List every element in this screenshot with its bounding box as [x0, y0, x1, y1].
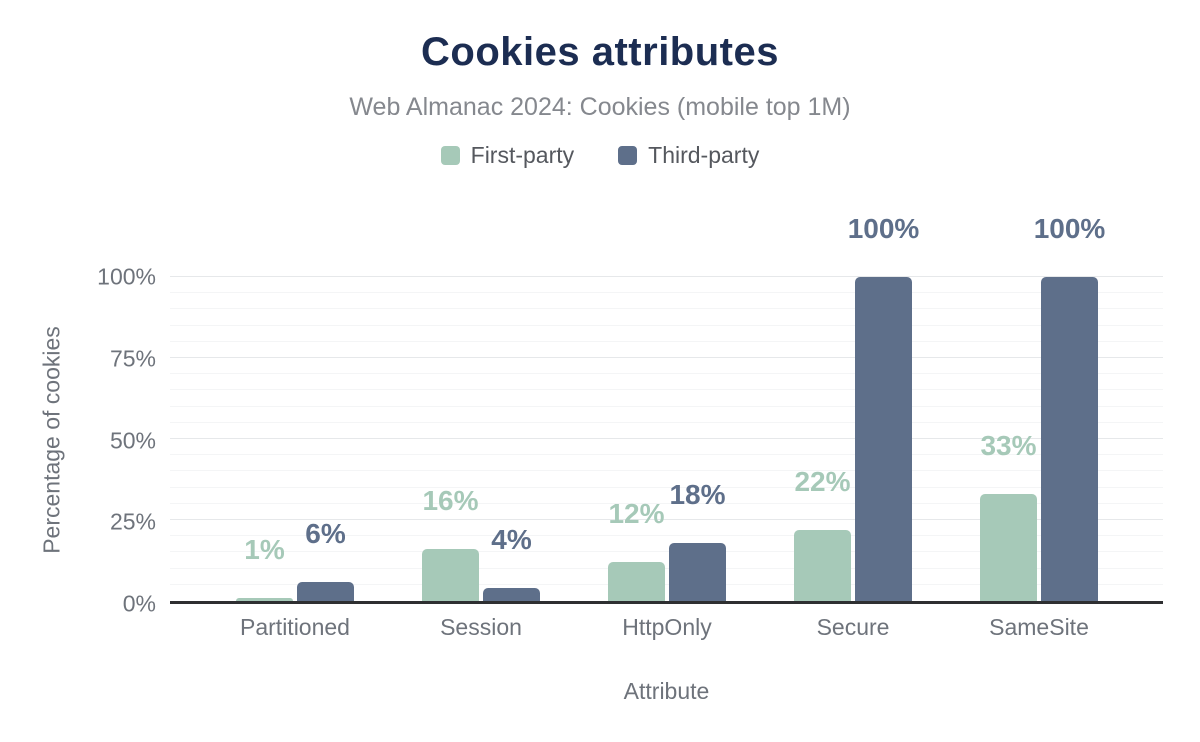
gridline — [170, 502, 1163, 504]
x-category-secure: Secure — [816, 614, 890, 640]
bar-first-party-partitioned[interactable] — [236, 597, 293, 601]
bar-wrap-first-party-session: 16% — [422, 487, 479, 601]
bar-wrap-first-party-samesite: 33% — [980, 432, 1037, 601]
gridline — [170, 454, 1163, 456]
value-label-third-party-httponly: 18% — [669, 478, 726, 510]
legend-label-third-party: Third-party — [648, 142, 760, 168]
value-label-first-party-secure: 22% — [794, 465, 851, 497]
bar-first-party-samesite[interactable] — [980, 494, 1037, 601]
bar-wrap-third-party-session: 4% — [483, 526, 540, 601]
value-label-third-party-secure: 100% — [847, 213, 920, 244]
gridline — [170, 438, 1163, 439]
value-label-first-party-session: 16% — [422, 485, 479, 517]
y-tick-50: 50% — [109, 427, 156, 453]
gridline — [170, 276, 1163, 277]
bar-first-party-httponly[interactable] — [608, 562, 665, 601]
gridline — [170, 421, 1163, 423]
x-category-partitioned: Partitioned — [240, 614, 350, 640]
bar-group-httponly: 12% 18% — [574, 277, 760, 601]
gridline — [170, 535, 1163, 537]
chart-title: Cookies attributes — [421, 30, 779, 74]
bar-third-party-samesite[interactable] — [1041, 277, 1098, 601]
gridline — [170, 357, 1163, 358]
bar-wrap-first-party-secure: 22% — [794, 467, 851, 601]
legend: First-party Third-party — [0, 142, 1200, 169]
bar-group-secure: 22% 100% — [760, 215, 946, 601]
gridline — [170, 486, 1163, 488]
gridline — [170, 373, 1163, 375]
y-tick-25: 25% — [109, 508, 156, 535]
bar-wrap-third-party-partitioned: 6% — [297, 519, 354, 601]
value-label-third-party-samesite: 100% — [1033, 213, 1106, 244]
bar-group-partitioned: 1% 6% — [202, 277, 388, 601]
value-label-third-party-session: 4% — [491, 524, 532, 556]
gridline — [170, 324, 1163, 326]
legend-label-first-party: First-party — [470, 142, 575, 168]
gridline — [170, 567, 1163, 569]
x-category-session: Session — [440, 614, 522, 640]
x-category-httponly: HttpOnly — [622, 614, 712, 640]
gridline — [170, 292, 1163, 294]
bars-row: 1% 6% 16% 4% 12% 18% 22% 100% 33% 100% — [202, 215, 1132, 601]
x-category-samesite: SameSite — [989, 614, 1089, 640]
x-axis-title: Attribute — [623, 678, 710, 704]
bar-first-party-secure[interactable] — [794, 529, 851, 601]
gridline — [170, 551, 1163, 553]
y-tick-75: 75% — [109, 345, 156, 372]
bar-first-party-session[interactable] — [422, 549, 479, 601]
gridline — [170, 583, 1163, 585]
bar-third-party-httponly[interactable] — [669, 542, 726, 601]
value-label-third-party-partitioned: 6% — [305, 517, 346, 549]
gridline — [170, 519, 1163, 520]
bar-group-samesite: 33% 100% — [946, 215, 1132, 601]
x-axis-categories: Partitioned Session HttpOnly Secure SameSite — [202, 614, 1132, 641]
y-tick-100: 100% — [97, 263, 156, 290]
legend-item-first-party[interactable]: First-party — [440, 142, 575, 169]
bar-wrap-first-party-httponly: 12% — [608, 500, 665, 601]
legend-item-third-party[interactable]: Third-party — [618, 142, 759, 169]
value-label-first-party-partitioned: 1% — [244, 533, 285, 565]
bar-group-session: 16% 4% — [388, 277, 574, 601]
gridline — [170, 340, 1163, 342]
legend-swatch-first-party — [440, 146, 460, 165]
plot-area: 1% 6% 16% 4% 12% 18% 22% 100% 33% 100% — [170, 215, 1163, 604]
gridline — [170, 405, 1163, 407]
legend-swatch-third-party — [618, 146, 638, 165]
bar-wrap-third-party-secure: 100% — [848, 215, 919, 601]
bar-wrap-third-party-samesite: 100% — [1034, 215, 1105, 601]
value-label-first-party-httponly: 12% — [608, 498, 665, 530]
bar-wrap-first-party-partitioned: 1% — [236, 535, 293, 601]
chart-subtitle: Web Almanac 2024: Cookies (mobile top 1M… — [349, 93, 851, 121]
bar-third-party-session[interactable] — [483, 588, 540, 601]
bar-third-party-partitioned[interactable] — [297, 581, 354, 601]
y-axis-ticks: 0% 25% 50% 75% 100% — [0, 264, 156, 617]
bar-wrap-third-party-httponly: 18% — [669, 480, 726, 601]
y-tick-0: 0% — [122, 590, 156, 617]
gridline — [170, 308, 1163, 310]
gridline — [170, 470, 1163, 472]
gridline — [170, 389, 1163, 391]
bar-third-party-secure[interactable] — [855, 277, 912, 601]
value-label-first-party-samesite: 33% — [980, 430, 1037, 462]
